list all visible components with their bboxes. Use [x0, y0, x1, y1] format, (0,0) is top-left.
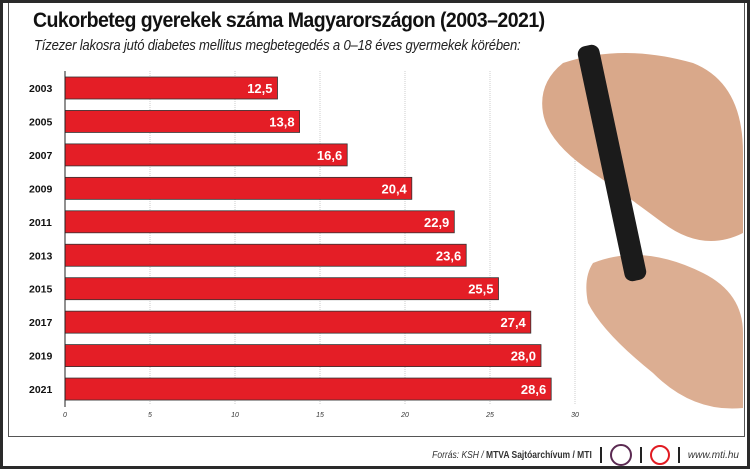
chart-subtitle: Tízezer lakosra jutó diabetes mellitus m…	[34, 38, 521, 54]
value-label: 23,6	[436, 248, 461, 263]
footer: Forrás: KSH / MTVA Sajtóarchívum / MTI w…	[404, 444, 739, 466]
source-text: Forrás: KSH / MTVA Sajtóarchívum / MTI	[432, 449, 592, 461]
chart-title: Cukorbeteg gyerekek száma Magyarországon…	[33, 9, 545, 32]
category-label: 2015	[29, 284, 53, 296]
category-label: 2017	[29, 317, 53, 329]
hand-lancet-photo	[542, 44, 743, 409]
bar	[64, 377, 552, 401]
value-label: 28,0	[511, 349, 536, 364]
value-label: 28,6	[521, 382, 546, 397]
x-tick-label: 15	[316, 412, 324, 419]
separator	[599, 447, 602, 463]
category-label: 2011	[29, 217, 52, 229]
category-label: 2009	[29, 183, 53, 195]
bar	[64, 76, 278, 100]
mtva-logo-icon	[609, 444, 632, 466]
bar	[64, 110, 301, 133]
bar	[64, 277, 499, 301]
value-label: 22,9	[424, 215, 449, 230]
x-tick-label: 20	[400, 412, 409, 419]
x-tick-label: 10	[231, 412, 239, 419]
category-label: 2013	[29, 250, 53, 262]
bar-chart: 0 5 10 15 20 25 30 2003 12,5 2005 13,8 2007 16,6 2009…	[29, 44, 743, 419]
value-label: 16,6	[317, 148, 342, 163]
category-label: 2005	[29, 116, 53, 128]
bar	[64, 176, 413, 200]
x-tick-label: 5	[148, 412, 152, 419]
category-label: 2019	[29, 351, 53, 363]
x-tick-label: 25	[485, 412, 494, 419]
value-label: 25,5	[468, 282, 493, 297]
value-label: 27,4	[500, 315, 526, 330]
x-tick-label: 0	[63, 412, 67, 419]
separator	[639, 447, 642, 463]
bar	[64, 310, 532, 334]
separator	[677, 447, 680, 463]
website-link[interactable]: www.mti.hu	[687, 449, 739, 461]
infographic: Cukorbeteg gyerekek száma Magyarországon…	[3, 3, 747, 466]
bar	[64, 210, 455, 234]
value-label: 12,5	[247, 81, 272, 96]
value-label: 20,4	[381, 181, 407, 196]
x-tick-label: 30	[571, 412, 579, 419]
bar	[64, 243, 467, 267]
chart-frame	[8, 3, 745, 437]
category-label: 2021	[29, 384, 53, 396]
category-label: 2003	[29, 83, 53, 95]
bar	[64, 143, 348, 167]
value-label: 13,8	[269, 114, 294, 129]
mti-logo-icon	[649, 445, 670, 465]
bar	[64, 344, 542, 368]
category-label: 2007	[29, 150, 53, 162]
